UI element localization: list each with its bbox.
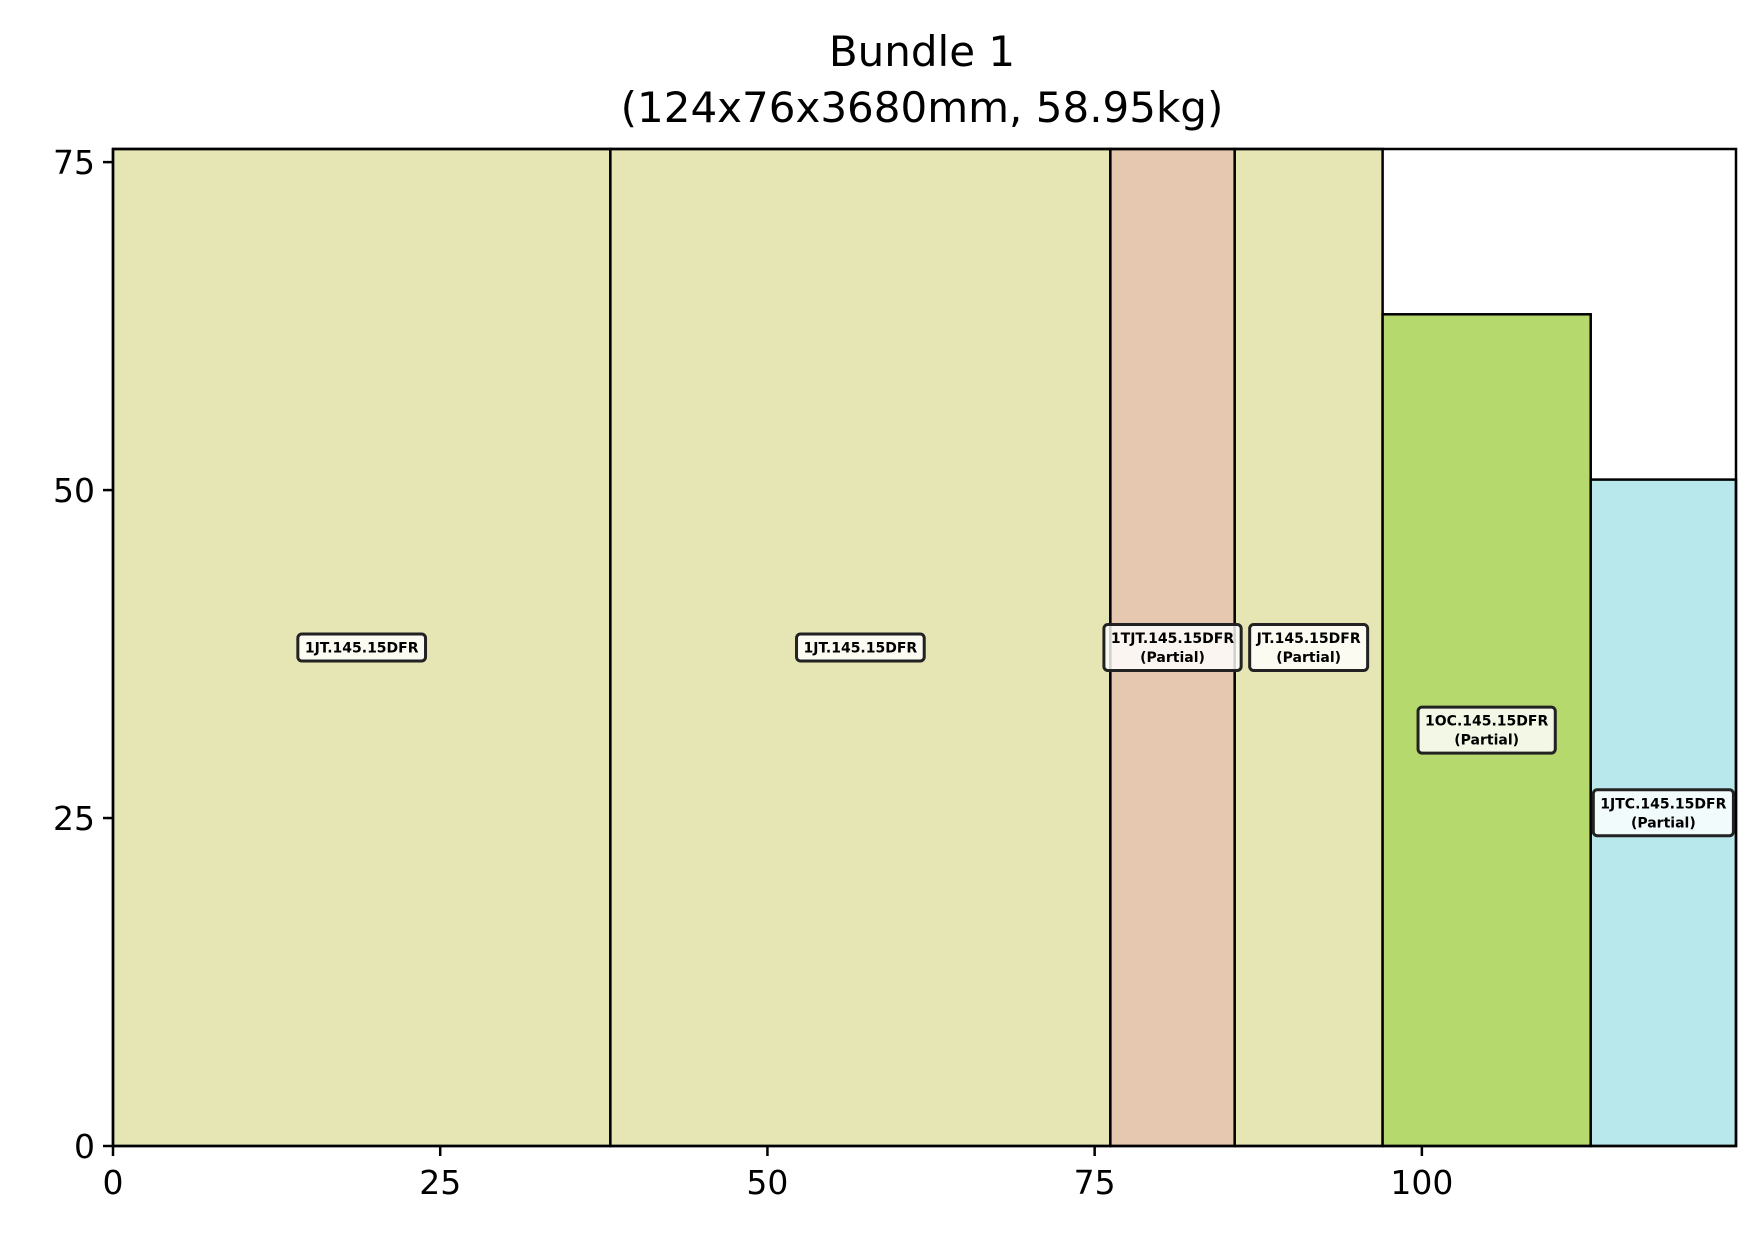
item-labels: 1JT.145.15DFR 1JT.145.15DFR 1TJT.145.15DFR… [296, 623, 1735, 838]
x-tick-label: 25 [419, 1163, 461, 1202]
label-text: 1JTC.145.15DFR [1600, 796, 1726, 812]
label-subtext: (Partial) [1276, 650, 1341, 666]
y-tick-label: 50 [53, 471, 95, 510]
y-tick-label: 25 [53, 799, 95, 838]
label-box [296, 632, 428, 663]
item-label-3: 1TJT.145.15DFR (Partial) [1102, 623, 1243, 672]
label-box [1591, 788, 1735, 838]
label-subtext: (Partial) [1631, 815, 1696, 831]
label-box [795, 632, 926, 663]
x-tick-label: 0 [103, 1163, 124, 1202]
y-tick-label: 0 [74, 1127, 95, 1166]
item-label-6: 1JTC.145.15DFR (Partial) [1591, 788, 1735, 838]
label-box [1416, 705, 1557, 755]
x-tick-label: 100 [1390, 1163, 1453, 1202]
y-tick-label: 75 [53, 143, 95, 182]
label-text: JT.145.15DFR [1256, 631, 1361, 647]
y-axis: 0 25 50 75 [53, 143, 113, 1166]
label-text: 1OC.145.15DFR [1425, 714, 1548, 730]
item-label-2: 1JT.145.15DFR [795, 632, 926, 663]
x-axis: 0 25 50 75 100 [103, 1146, 1453, 1202]
x-tick-label: 50 [746, 1163, 788, 1202]
label-box [1248, 623, 1370, 672]
item-label-5: 1OC.145.15DFR (Partial) [1416, 705, 1557, 755]
chart-title: Bundle 1 [829, 27, 1015, 76]
chart-subtitle: (124x76x3680mm, 58.95kg) [621, 83, 1224, 132]
label-text: 1TJT.145.15DFR [1111, 631, 1234, 647]
item-label-1: 1JT.145.15DFR [296, 632, 428, 663]
x-tick-label: 75 [1074, 1163, 1116, 1202]
label-text: 1JT.145.15DFR [305, 641, 419, 657]
plot-frame [111, 147, 1738, 1148]
label-subtext: (Partial) [1454, 733, 1519, 749]
label-box [1102, 623, 1243, 672]
label-subtext: (Partial) [1140, 650, 1205, 666]
label-text: 1JT.145.15DFR [804, 641, 918, 657]
item-label-4: JT.145.15DFR (Partial) [1248, 623, 1370, 672]
